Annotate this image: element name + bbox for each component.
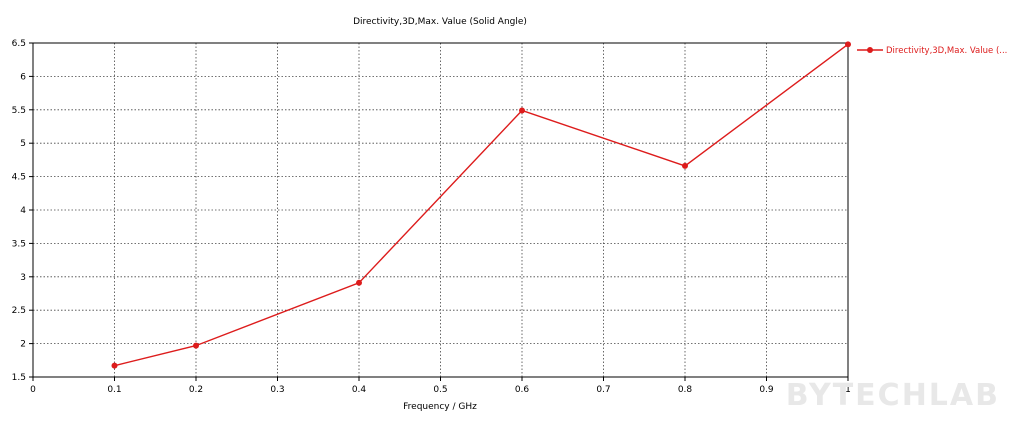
x-tick-label: 0.2 (189, 385, 203, 395)
data-point[interactable] (111, 362, 118, 369)
x-axis-label: Frequency / GHz (403, 402, 477, 412)
y-tick-label: 1.5 (12, 373, 26, 383)
x-tick-label: 0.7 (596, 385, 610, 395)
x-tick-label: 0.1 (107, 385, 121, 395)
y-tick-label: 3 (20, 273, 26, 283)
chart-title: Directivity,3D,Max. Value (Solid Angle) (353, 17, 527, 27)
x-tick-label: 0.6 (515, 385, 530, 395)
y-tick-label: 4 (20, 206, 26, 216)
y-tick-label: 4.5 (12, 173, 26, 183)
data-point[interactable] (193, 342, 199, 349)
y-tick-label: 3.5 (12, 239, 26, 249)
series-line (114, 43, 849, 367)
legend-label: Directivity,3D,Max. Value (... (886, 46, 1007, 56)
y-tick-label: 5.5 (12, 106, 26, 116)
legend-swatch-marker (867, 47, 873, 53)
y-tick-label: 5 (20, 139, 26, 149)
watermark: BYTECHLAB (785, 378, 1000, 413)
legend[interactable]: Directivity,3D,Max. Value (... (857, 46, 1007, 56)
x-tick-label: 1 (845, 385, 851, 395)
y-tick-label: 2.5 (12, 306, 26, 316)
x-tick-label: 0.4 (352, 385, 367, 395)
y-tick-label: 2 (20, 340, 26, 350)
grid (33, 43, 848, 377)
data-point[interactable] (356, 279, 362, 286)
x-tick-label: 0 (30, 385, 36, 395)
data-point[interactable] (519, 107, 525, 114)
axis-ticks: 0 0.1 0.2 0.3 0.4 0.5 0.6 0.7 0.8 0.9 1 1.5 2 2.5 3 3.5… (12, 39, 851, 395)
x-tick-label: 0.9 (759, 385, 774, 395)
data-point[interactable] (682, 162, 688, 169)
series-group (111, 41, 851, 369)
x-tick-label: 0.3 (270, 385, 284, 395)
x-tick-label: 0.5 (433, 385, 447, 395)
x-tick-label: 0.8 (678, 385, 693, 395)
y-tick-label: 6.5 (12, 39, 26, 49)
data-point[interactable] (845, 41, 851, 48)
y-tick-label: 6 (20, 72, 26, 82)
